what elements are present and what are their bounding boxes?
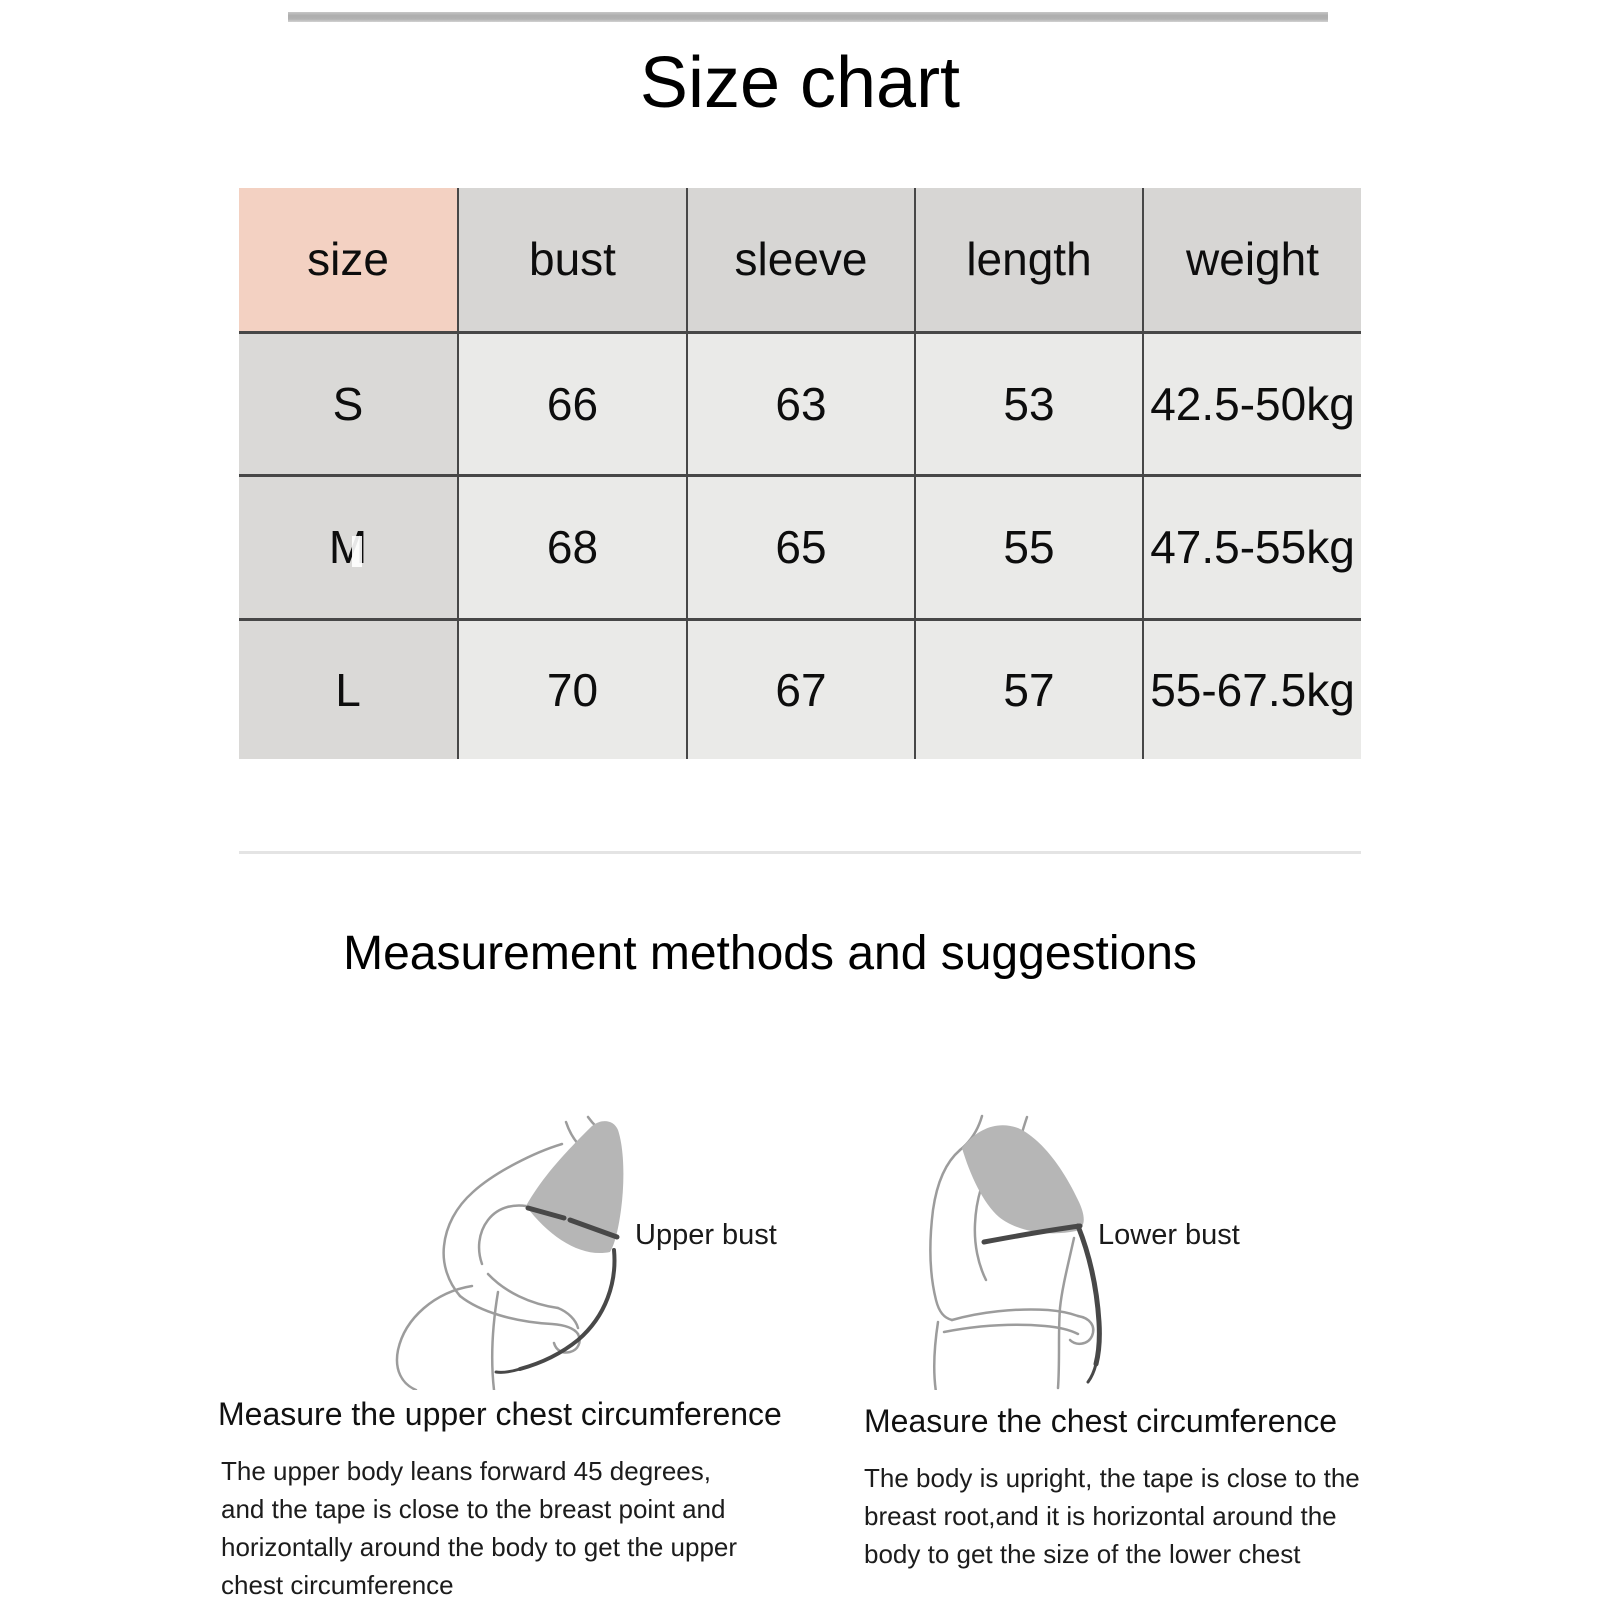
cell-size-s: S	[239, 330, 458, 475]
cell-sleeve-s: 63	[686, 330, 915, 475]
upper-bust-label: Upper bust	[635, 1219, 777, 1251]
top-divider-bar	[288, 12, 1328, 22]
cell-sleeve-m: 65	[686, 473, 915, 619]
table-row-s: S 66 63 53 42.5-50kg	[239, 330, 1361, 475]
cell-length-s: 53	[914, 330, 1143, 475]
measuring-tape	[981, 1223, 1102, 1384]
section-divider	[239, 851, 1361, 854]
upper-measure-instructions: The upper body leans forward 45 degrees,…	[221, 1456, 738, 1600]
size-table: size bust sleeve length weight S 66 63 5…	[239, 188, 1361, 759]
page-title: Size chart	[639, 43, 961, 123]
cell-bust-m: 68	[457, 473, 687, 619]
header-cell-length: length	[914, 188, 1143, 332]
header-cell-sleeve: sleeve	[686, 188, 915, 332]
cell-sleeve-l: 67	[686, 617, 915, 759]
header-cell-weight: weight	[1142, 188, 1361, 332]
figure-outline	[395, 1115, 608, 1390]
upper-bust-figure	[395, 1115, 624, 1390]
cell-length-l: 57	[914, 617, 1143, 759]
lower-measure-instructions: The body is upright, the tape is close t…	[864, 1463, 1360, 1569]
bra-fill	[962, 1125, 1084, 1234]
header-cell-bust: bust	[457, 188, 687, 332]
size-table-header-row: size bust sleeve length weight	[239, 188, 1361, 332]
section-title: Measurement methods and suggestions	[343, 927, 1197, 980]
cell-weight-l: 55-67.5kg	[1142, 617, 1361, 759]
cell-size-l: L	[239, 617, 458, 759]
cell-length-m: 55	[914, 473, 1143, 619]
lower-measure-heading: Measure the chest circumference	[864, 1403, 1338, 1439]
header-cell-size: size	[239, 188, 458, 332]
upper-measure-heading: Measure the upper chest circumference	[218, 1396, 782, 1432]
measuring-tape	[494, 1205, 620, 1374]
cell-size-m: M	[239, 473, 458, 619]
cell-bust-l: 70	[457, 617, 687, 759]
lower-bust-figure	[929, 1114, 1102, 1390]
cell-weight-m: 47.5-55kg	[1142, 473, 1361, 619]
cell-bust-s: 66	[457, 330, 687, 475]
cell-weight-s: 42.5-50kg	[1142, 330, 1361, 475]
bra-fill	[526, 1121, 624, 1254]
render-artifact	[352, 536, 362, 567]
table-row-m: M 68 65 55 47.5-55kg	[239, 473, 1361, 619]
table-row-l: L 70 67 57 55-67.5kg	[239, 617, 1361, 759]
lower-bust-label: Lower bust	[1098, 1219, 1240, 1251]
